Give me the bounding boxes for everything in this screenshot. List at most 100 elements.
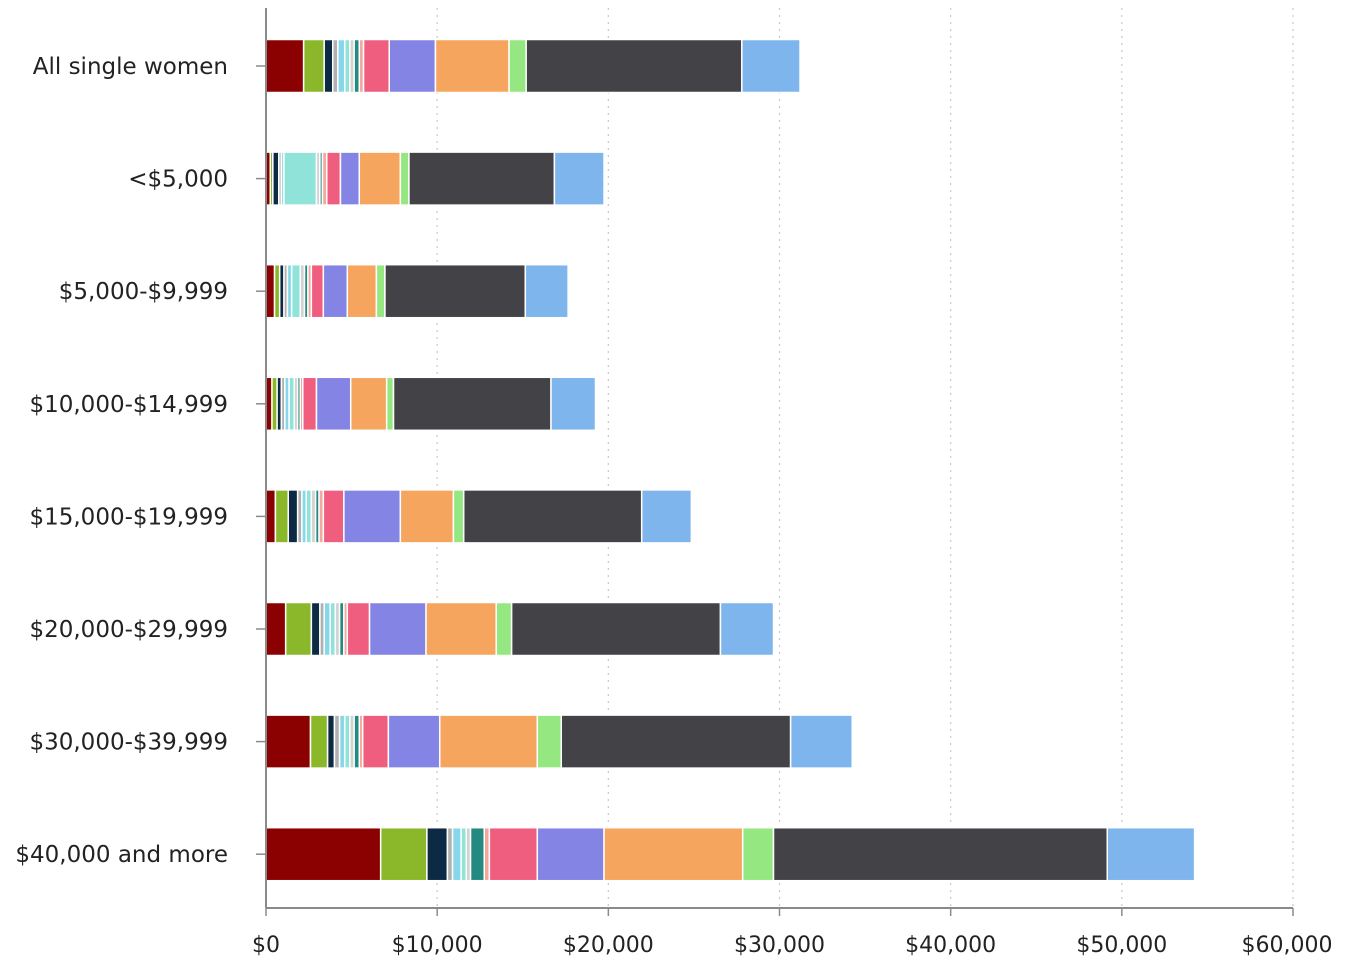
bar-segment-1-9 <box>326 151 342 206</box>
bar-segment-2-14 <box>524 263 569 319</box>
x-tick-label-3: $30,000 <box>734 933 825 958</box>
bar-segment-4-12 <box>452 489 465 544</box>
bar-segment-2-11 <box>346 263 378 319</box>
bar-segment-6-9 <box>361 714 390 769</box>
x-tick-label-2: $20,000 <box>563 933 654 958</box>
bar-segment-3-11 <box>349 376 388 432</box>
bar-segment-0-4 <box>337 38 346 94</box>
bar-segment-7-7 <box>469 826 485 882</box>
grid-layer <box>436 8 1294 908</box>
category-label-6: $30,000-$39,999 <box>29 730 228 756</box>
bar-segment-6-0 <box>265 714 312 769</box>
bar-segment-4-13 <box>462 489 643 544</box>
bar-segment-7-2 <box>426 826 449 882</box>
bar-segment-6-12 <box>536 714 563 769</box>
category-label-0: All single women <box>33 54 228 80</box>
labels-layer: All single women <$5,000 $5,000-$9,999 $10,… <box>15 54 1332 958</box>
x-tick-label-6: $60,000 <box>1242 933 1333 958</box>
bar-segment-3-13 <box>392 376 552 432</box>
bar-segment-6-11 <box>438 714 539 769</box>
category-label-7: $40,000 and more <box>15 842 228 868</box>
x-tick-label-0: $0 <box>252 933 280 958</box>
bar-segment-4-9 <box>322 489 345 544</box>
bar-segment-5-1 <box>284 601 313 657</box>
bar-segment-0-7 <box>353 38 361 94</box>
bar-segment-2-12 <box>375 263 386 319</box>
bar-segment-2-10 <box>322 263 349 319</box>
x-tick-label-1: $10,000 <box>392 933 483 958</box>
bar-segment-4-5 <box>305 489 313 544</box>
bar-segment-4-0 <box>265 489 277 544</box>
bar-segment-0-14 <box>741 38 801 94</box>
x-tick-label-5: $50,000 <box>1076 933 1167 958</box>
bar-segment-0-12 <box>508 38 527 94</box>
category-label-2: $5,000-$9,999 <box>59 279 228 305</box>
bar-segment-5-2 <box>310 601 321 657</box>
bar-segment-5-9 <box>346 601 371 657</box>
category-label-3: $10,000-$14,999 <box>29 392 228 418</box>
bar-segment-1-14 <box>553 151 605 206</box>
bar-segment-7-3 <box>446 826 454 882</box>
bar-segment-0-11 <box>434 38 510 94</box>
bar-segment-1-5 <box>283 151 318 206</box>
bar-segment-6-3 <box>333 714 341 769</box>
bar-segment-1-13 <box>408 151 556 206</box>
bar-segment-2-9 <box>310 263 325 319</box>
bar-segment-0-9 <box>362 38 390 94</box>
bar-segment-3-1 <box>271 376 278 432</box>
bar-segment-3-14 <box>550 376 597 432</box>
bar-segment-3-12 <box>385 376 395 432</box>
bar-segment-2-5 <box>290 263 301 319</box>
bar-segment-6-13 <box>560 714 792 769</box>
bar-segment-1-2 <box>272 151 280 206</box>
bar-segment-0-3 <box>332 38 339 94</box>
bar-segment-6-1 <box>309 714 329 769</box>
bar-segment-7-14 <box>1106 826 1196 882</box>
bar-segment-5-10 <box>368 601 427 657</box>
bar-segment-0-2 <box>323 38 334 94</box>
category-label-1: <$5,000 <box>128 167 228 193</box>
bar-segment-4-14 <box>640 489 693 544</box>
bar-segment-4-2 <box>287 489 299 544</box>
bar-segment-1-12 <box>399 151 410 206</box>
bar-segment-7-10 <box>536 826 605 882</box>
bar-segment-5-11 <box>425 601 497 657</box>
bar-segment-4-1 <box>274 489 290 544</box>
bar-segment-7-8 <box>483 826 491 882</box>
bar-segment-3-10 <box>315 376 352 432</box>
bar-segment-1-10 <box>339 151 361 206</box>
category-label-5: $20,000-$29,999 <box>29 617 228 643</box>
bar-segment-5-4 <box>323 601 331 657</box>
bar-segment-5-14 <box>719 601 775 657</box>
bar-segment-3-5 <box>288 376 295 432</box>
category-label-4: $15,000-$19,999 <box>29 504 228 530</box>
bar-segment-6-10 <box>387 714 441 769</box>
bar-segment-6-4 <box>338 714 346 769</box>
axis-layer <box>256 8 1294 916</box>
bar-segment-1-11 <box>358 151 402 206</box>
bar-segment-7-0 <box>265 826 382 882</box>
bar-segment-5-5 <box>329 601 337 657</box>
bar-segment-7-1 <box>379 826 428 882</box>
bar-segment-5-12 <box>495 601 513 657</box>
bar-segment-7-13 <box>772 826 1109 882</box>
bar-segment-0-0 <box>265 38 305 94</box>
bar-segment-5-13 <box>510 601 722 657</box>
bar-segment-0-13 <box>525 38 743 94</box>
bar-segment-7-9 <box>488 826 539 882</box>
x-tick-label-4: $40,000 <box>905 933 996 958</box>
bar-segment-7-5 <box>460 826 468 882</box>
bar-segment-6-14 <box>789 714 853 769</box>
bar-segment-6-2 <box>326 714 336 769</box>
bar-segment-6-5 <box>343 714 351 769</box>
bar-segment-0-10 <box>388 38 437 94</box>
bar-segment-0-5 <box>343 38 351 94</box>
bar-segment-3-9 <box>302 376 318 432</box>
bar-segment-2-1 <box>273 263 281 319</box>
bar-segment-2-13 <box>384 263 527 319</box>
bar-segment-7-4 <box>451 826 462 882</box>
bar-segment-7-11 <box>603 826 744 882</box>
bar-segment-2-0 <box>265 263 276 319</box>
